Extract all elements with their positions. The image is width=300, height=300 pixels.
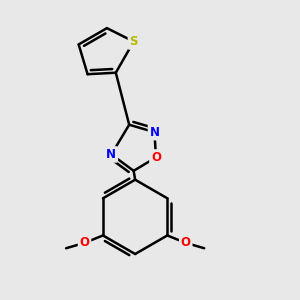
- Text: N: N: [149, 126, 160, 139]
- Text: O: O: [151, 151, 161, 164]
- Text: N: N: [106, 148, 116, 161]
- Text: O: O: [80, 236, 89, 249]
- Text: S: S: [129, 35, 138, 48]
- Text: O: O: [181, 236, 191, 249]
